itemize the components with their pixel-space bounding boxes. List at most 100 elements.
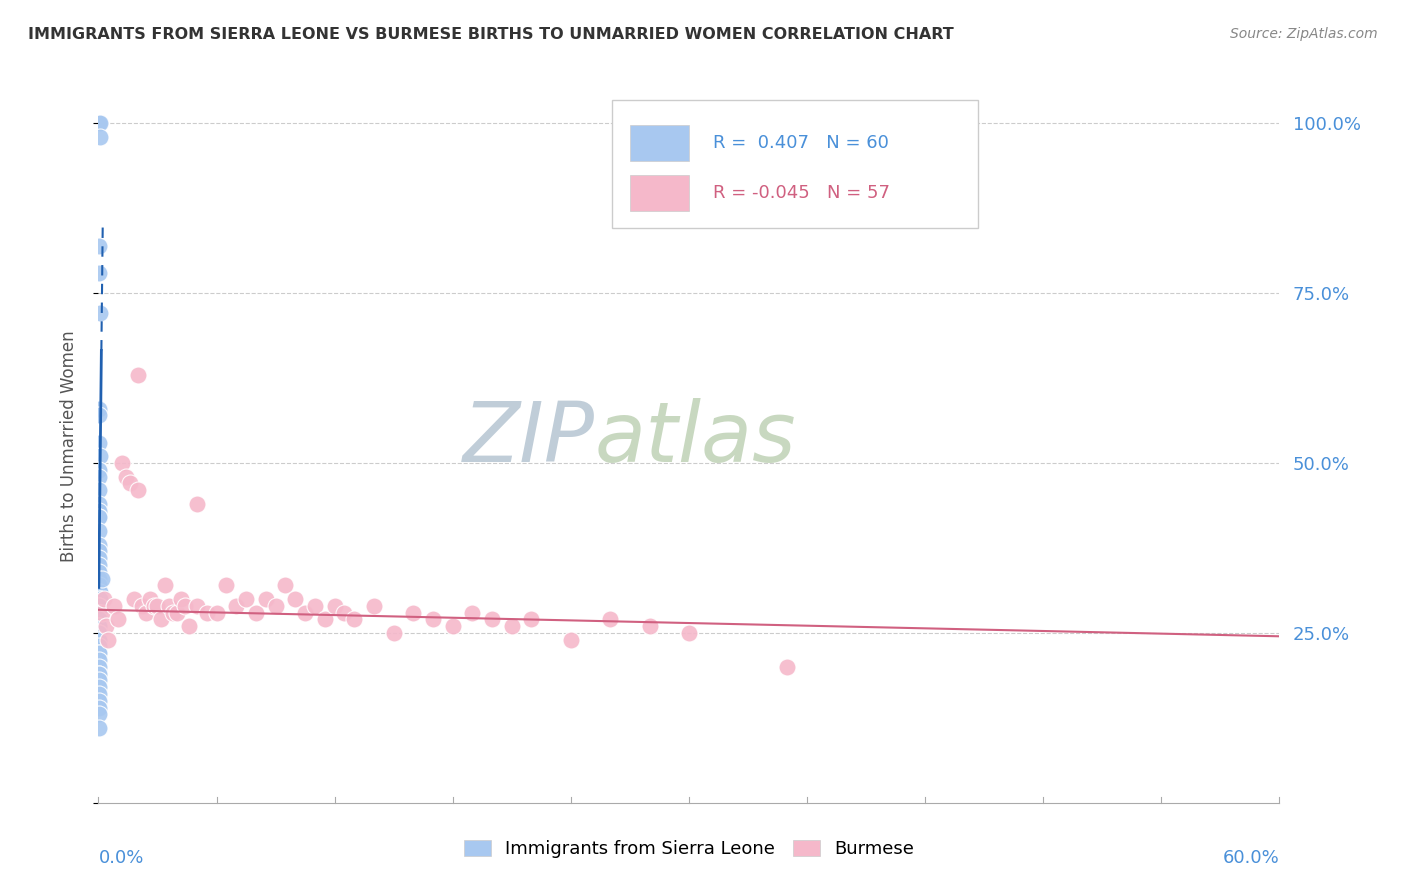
Point — [122, 591, 145, 606]
Point — [89, 116, 111, 130]
Point — [205, 606, 228, 620]
Point — [87, 572, 110, 586]
Point — [87, 626, 110, 640]
Point — [87, 606, 110, 620]
Text: atlas: atlas — [595, 399, 796, 479]
FancyBboxPatch shape — [630, 125, 689, 161]
Point — [87, 694, 110, 708]
Point — [118, 476, 141, 491]
Point — [87, 646, 110, 660]
Point — [87, 612, 110, 626]
Point — [225, 599, 247, 613]
Point — [89, 306, 111, 320]
Point — [461, 606, 484, 620]
Point — [87, 578, 110, 592]
Point — [87, 599, 110, 613]
Point — [87, 551, 110, 566]
Point — [382, 626, 405, 640]
Point — [87, 537, 110, 551]
Point — [87, 707, 110, 722]
Point — [87, 585, 110, 599]
Point — [89, 129, 111, 144]
Point — [111, 456, 134, 470]
Point — [87, 510, 110, 524]
Point — [599, 612, 621, 626]
Legend: Immigrants from Sierra Leone, Burmese: Immigrants from Sierra Leone, Burmese — [457, 832, 921, 865]
Point — [89, 585, 111, 599]
Point — [96, 619, 118, 633]
Point — [195, 606, 218, 620]
Point — [304, 599, 326, 613]
Point — [87, 673, 110, 688]
Point — [254, 591, 277, 606]
Point — [87, 721, 110, 735]
Point — [93, 591, 115, 606]
Point — [87, 409, 110, 423]
Point — [87, 483, 110, 498]
Point — [91, 606, 114, 620]
Point — [174, 599, 197, 613]
Point — [87, 612, 110, 626]
Point — [87, 632, 110, 647]
FancyBboxPatch shape — [630, 175, 689, 211]
Text: R = -0.045   N = 57: R = -0.045 N = 57 — [713, 184, 890, 202]
FancyBboxPatch shape — [612, 100, 979, 228]
Point — [87, 680, 110, 694]
Point — [678, 626, 700, 640]
Point — [481, 612, 503, 626]
Point — [343, 612, 366, 626]
Point — [170, 591, 193, 606]
Point — [103, 599, 125, 613]
Point — [87, 497, 110, 511]
Point — [115, 469, 138, 483]
Point — [87, 463, 110, 477]
Point — [87, 612, 110, 626]
Point — [87, 653, 110, 667]
Point — [87, 632, 110, 647]
Point — [245, 606, 267, 620]
Point — [87, 626, 110, 640]
Point — [127, 483, 149, 498]
Point — [97, 632, 120, 647]
Point — [560, 632, 582, 647]
Point — [162, 606, 184, 620]
Point — [422, 612, 444, 626]
Point — [87, 660, 110, 674]
Point — [215, 578, 238, 592]
Point — [87, 435, 110, 450]
Point — [87, 687, 110, 701]
Point — [155, 578, 177, 592]
Point — [402, 606, 425, 620]
Point — [146, 599, 169, 613]
Point — [87, 606, 110, 620]
Point — [333, 606, 356, 620]
Point — [87, 646, 110, 660]
Point — [107, 612, 129, 626]
Point — [294, 606, 316, 620]
Point — [166, 606, 188, 620]
Text: R =  0.407   N = 60: R = 0.407 N = 60 — [713, 134, 889, 152]
Point — [274, 578, 297, 592]
Text: 60.0%: 60.0% — [1223, 849, 1279, 867]
Point — [127, 368, 149, 382]
Point — [87, 606, 110, 620]
Point — [776, 660, 799, 674]
Point — [89, 449, 111, 463]
Point — [87, 469, 110, 483]
Point — [87, 640, 110, 654]
Point — [87, 503, 110, 517]
Point — [284, 591, 307, 606]
Point — [235, 591, 257, 606]
Text: Source: ZipAtlas.com: Source: ZipAtlas.com — [1230, 27, 1378, 41]
Point — [142, 599, 165, 613]
Point — [501, 619, 523, 633]
Point — [157, 599, 180, 613]
Point — [87, 578, 110, 592]
Point — [363, 599, 385, 613]
Point — [87, 599, 110, 613]
Point — [87, 238, 110, 252]
Point — [177, 619, 200, 633]
Point — [135, 606, 157, 620]
Point — [87, 401, 110, 416]
Point — [87, 558, 110, 572]
